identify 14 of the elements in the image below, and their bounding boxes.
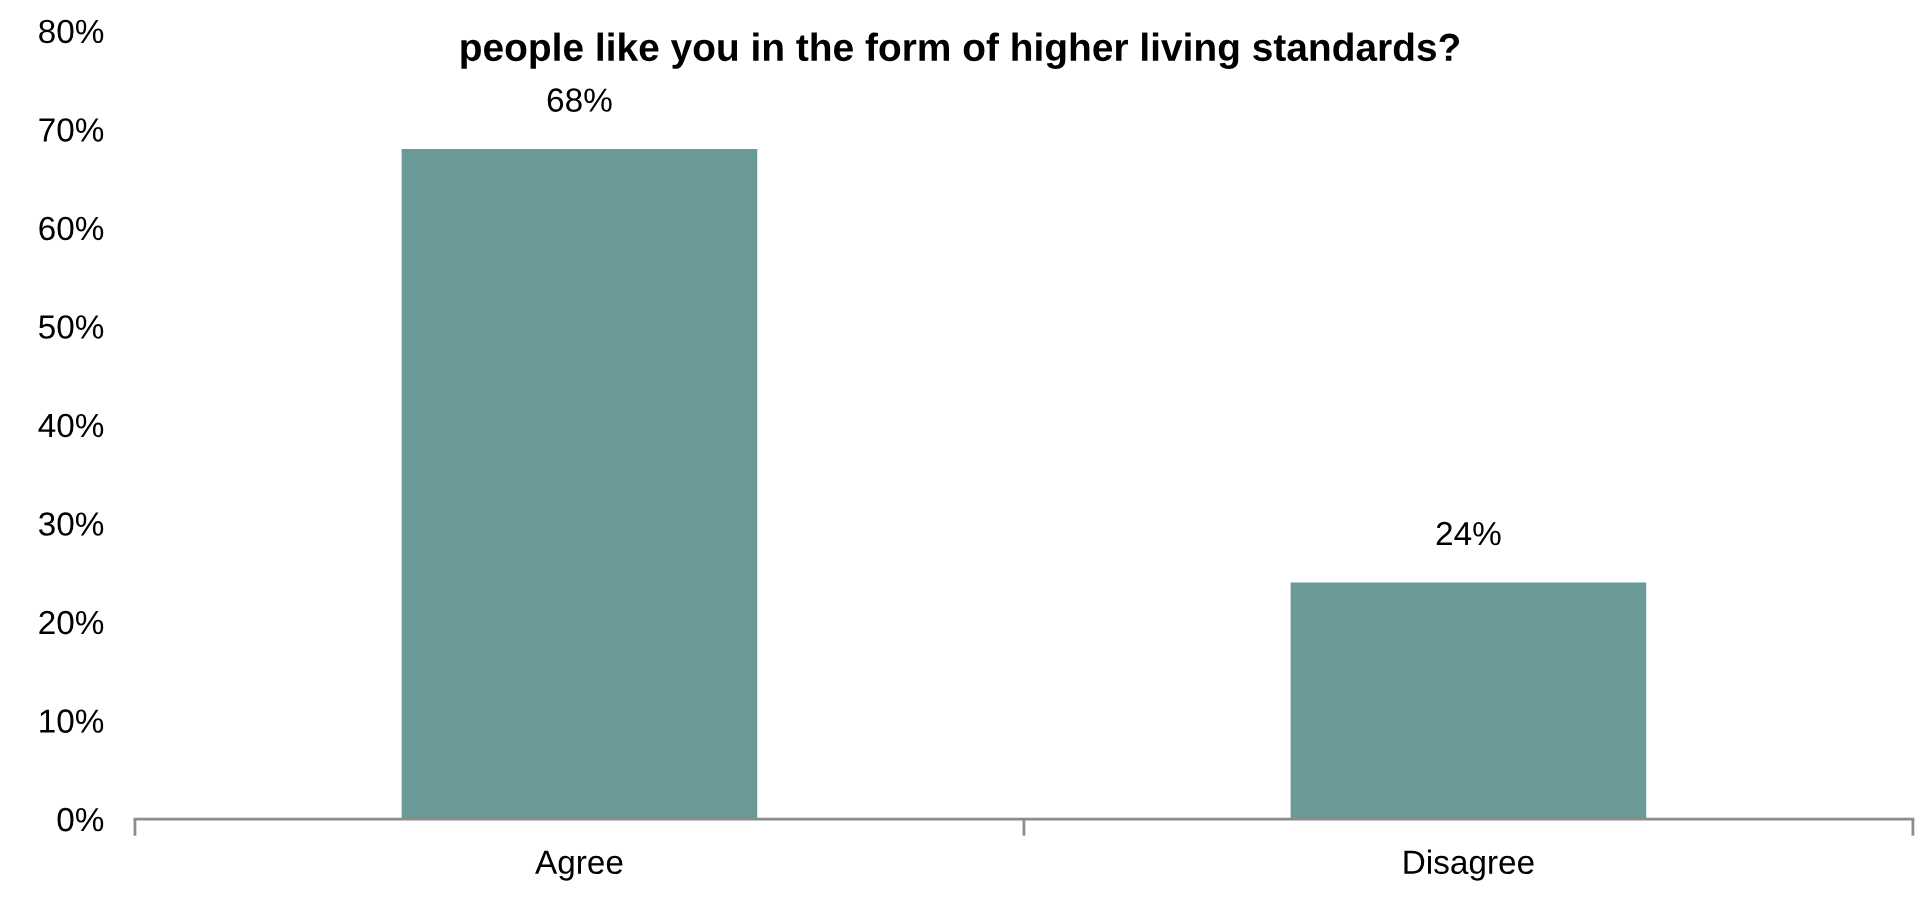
y-tick-label: 50% [39, 315, 104, 339]
y-tick-label: 60% [39, 216, 104, 241]
y-tick-label: 0% [57, 807, 104, 832]
y-tick-label: 70% [39, 118, 104, 142]
chart-title: people like you in the form of higher living standards? [461, 32, 1460, 69]
y-tick-label: 40% [38, 413, 104, 438]
y-tick-label: 10% [40, 709, 104, 733]
x-tick-label: Disagree [1404, 849, 1534, 881]
data-label: 68% [547, 88, 612, 112]
y-tick-label: 20% [39, 610, 104, 635]
x-tick-label: Agree [535, 850, 623, 881]
y-tick-label: 80% [39, 19, 104, 44]
y-tick-label: 30% [38, 512, 104, 536]
data-label: 24% [1436, 521, 1501, 546]
